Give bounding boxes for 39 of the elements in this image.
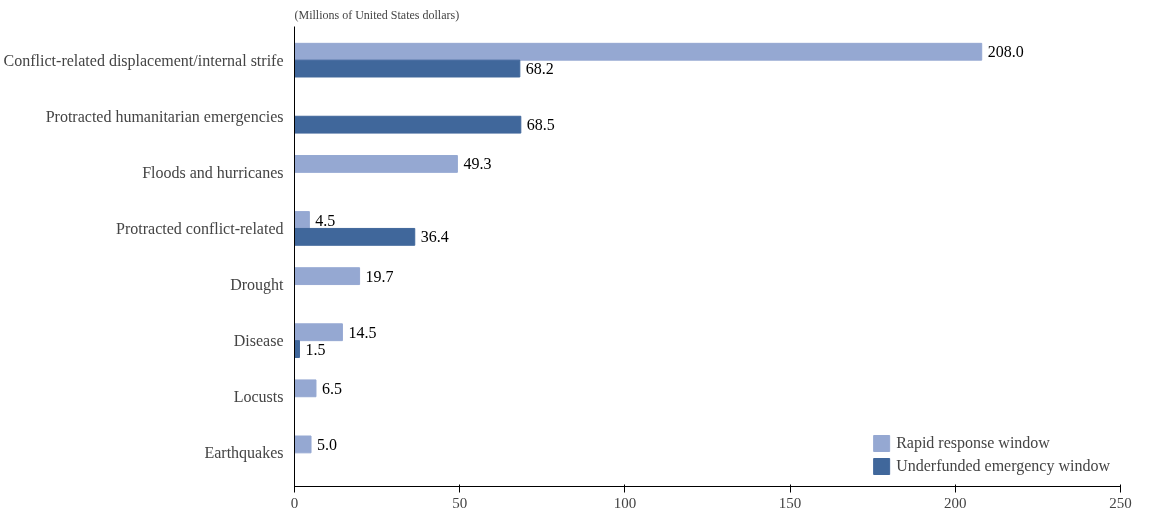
bar [294, 115, 522, 134]
y-tick-label: Floods and hurricanes [142, 163, 284, 181]
bar [294, 267, 361, 286]
data-label: 5.0 [317, 435, 338, 453]
data-label: 68.2 [525, 60, 554, 78]
data-label: 14.5 [348, 323, 377, 341]
data-label: 1.5 [305, 340, 326, 358]
bar [294, 155, 458, 173]
legend-label: Underfunded emergency window [896, 457, 1110, 475]
data-label: 208.0 [987, 43, 1024, 61]
y-tick-label: Earthquakes [204, 444, 284, 463]
data-label: 6.5 [321, 379, 342, 397]
bar [294, 42, 983, 61]
bar [294, 59, 521, 78]
y-tick-label: Locusts [233, 388, 284, 406]
bar [294, 323, 343, 342]
x-tick-label: 100 [613, 494, 637, 511]
chart-subtitle: (Millions of United States dollars) [294, 7, 460, 22]
legend-label: Rapid response window [896, 434, 1050, 452]
data-label: 4.5 [315, 211, 336, 229]
x-tick-label: 150 [778, 494, 802, 511]
y-tick-label: Drought [230, 276, 285, 295]
y-tick-label: Disease [233, 332, 284, 350]
bar [294, 211, 310, 229]
data-label: 36.4 [420, 228, 449, 246]
x-tick-label: 200 [944, 494, 967, 511]
bar [294, 435, 312, 454]
y-tick-label: Conflict-related displacement/internal strife [3, 51, 284, 70]
data-label: 68.5 [526, 116, 555, 134]
data-label: 19.7 [365, 267, 394, 285]
y-tick-label: Protracted conflict-related [116, 219, 284, 237]
bar [294, 227, 416, 246]
x-tick-label: 50 [452, 494, 468, 511]
bar [294, 379, 317, 398]
bar [294, 340, 300, 358]
x-tick-label: 0 [290, 494, 299, 511]
y-tick-label: Protracted humanitarian emergencies [45, 107, 284, 126]
x-tick-label: 250 [1109, 494, 1132, 511]
data-label: 49.3 [463, 155, 492, 173]
